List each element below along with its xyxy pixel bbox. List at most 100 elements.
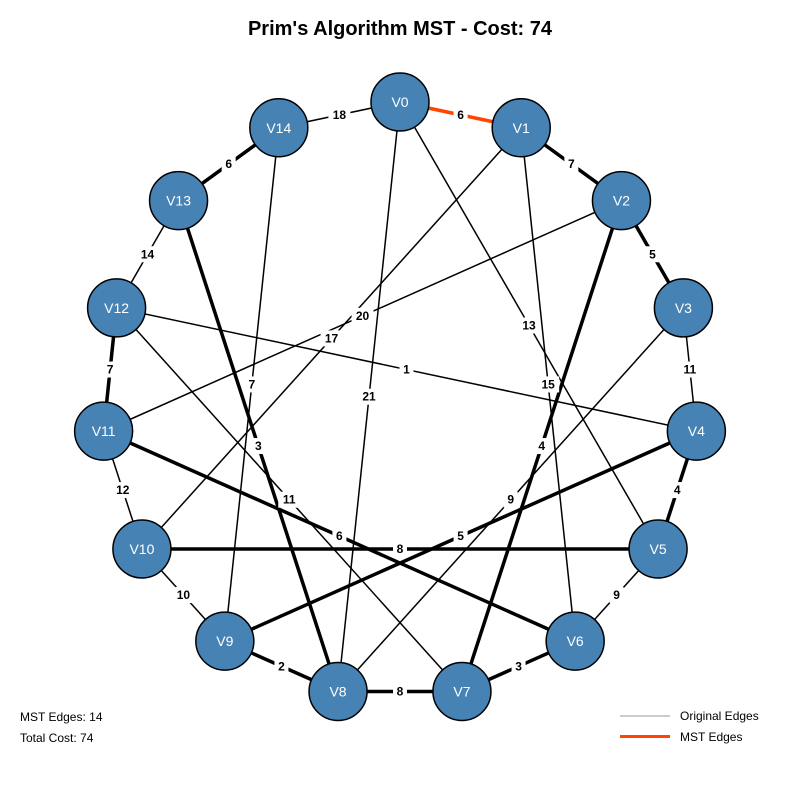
- edge-label-bg: [278, 491, 301, 508]
- node-circle: [148, 170, 209, 231]
- edge-weight-v12-v13: 14: [141, 247, 155, 261]
- node-circle: [432, 661, 492, 722]
- node-circle: [249, 98, 309, 158]
- edge-label-bg: [328, 106, 351, 123]
- node-label: V12: [104, 300, 129, 316]
- node-v6: V6: [545, 611, 605, 671]
- edge-weight-v8-v9: 2: [278, 659, 285, 673]
- edge-weight-v3-v4: 11: [684, 363, 697, 377]
- edge-label-bg: [537, 376, 560, 393]
- node-label: V2: [613, 193, 630, 209]
- mst-edges-count: MST Edges: 14: [20, 710, 103, 724]
- edge-weight-v5-v6: 9: [613, 588, 620, 602]
- node-v0: V0: [370, 72, 430, 132]
- node-circle: [653, 278, 714, 338]
- node-v1: V1: [491, 98, 551, 158]
- edge-label-bg: [172, 587, 195, 604]
- node-v4: V4: [666, 401, 727, 461]
- node-v12: V12: [86, 278, 147, 338]
- node-label: V6: [567, 633, 584, 649]
- edge-weight-v5-v10: 8: [397, 542, 404, 556]
- edge-label-bg: [503, 491, 518, 508]
- edge-label-bg: [351, 307, 374, 324]
- edge-label-bg: [103, 361, 118, 378]
- edge-label-bg: [111, 482, 134, 499]
- edge-label-bg: [393, 683, 407, 700]
- legend-label-original: Original Edges: [680, 708, 759, 723]
- edge-label-bg: [678, 361, 701, 378]
- edge-weight-v3-v8: 9: [507, 493, 514, 507]
- edge-weight-v4-v9: 5: [457, 529, 464, 543]
- edge-weight-v11-v12: 7: [107, 363, 114, 377]
- edge-label-bg: [453, 106, 468, 123]
- edge-label-bg: [609, 587, 624, 604]
- legend-item-mst: MST Edges: [620, 726, 759, 747]
- node-circle: [591, 170, 652, 231]
- legend-item-original: Original Edges: [620, 705, 759, 726]
- edge-label-bg: [251, 438, 266, 455]
- node-v11: V11: [73, 401, 134, 461]
- edge-weight-v13-v14: 6: [225, 157, 232, 171]
- edge-weight-v6-v7: 3: [515, 659, 522, 673]
- node-circle: [308, 661, 368, 722]
- edge-label-bg: [358, 388, 381, 405]
- edge-weight-v4-v5: 4: [674, 483, 681, 497]
- edge-weight-v9-v10: 10: [177, 588, 191, 602]
- node-v2: V2: [591, 170, 652, 231]
- edge-weight-v0-v5: 13: [522, 319, 536, 333]
- stats-panel: MST Edges: 14 Total Cost: 74: [20, 707, 103, 749]
- edge-weight-v2-v11: 20: [356, 309, 370, 323]
- legend-swatch-original: [620, 714, 670, 717]
- node-v9: V9: [195, 611, 255, 671]
- edge-weight-v6-v11: 6: [336, 529, 343, 543]
- node-circle: [73, 401, 134, 461]
- node-label: V0: [391, 94, 408, 110]
- edge-label-bg: [136, 246, 159, 263]
- legend-swatch-mst: [620, 735, 670, 738]
- edge-label-bg: [244, 376, 259, 393]
- node-label: V10: [129, 541, 154, 557]
- edge-weight-v0-v1: 6: [457, 108, 464, 122]
- node-label: V13: [166, 193, 191, 209]
- edge-label-bg: [453, 528, 468, 545]
- edge-weight-v1-v6: 15: [542, 377, 556, 391]
- node-circle: [628, 519, 688, 579]
- edge-label-bg: [399, 361, 414, 378]
- edge-label-bg: [518, 317, 541, 334]
- node-v7: V7: [432, 661, 492, 722]
- node-label: V14: [266, 120, 291, 136]
- edge-label-bg: [511, 658, 526, 675]
- edge-weight-v1-v10: 17: [325, 331, 339, 345]
- node-label: V11: [92, 423, 116, 439]
- edge-weight-v9-v14: 7: [248, 377, 255, 391]
- edge-label-bg: [320, 330, 343, 347]
- node-label: V8: [329, 683, 346, 699]
- chart-title: Prim's Algorithm MST - Cost: 74: [247, 18, 553, 40]
- node-label: V7: [453, 683, 470, 699]
- edge-label-bg: [564, 156, 579, 173]
- total-cost: Total Cost: 74: [20, 731, 94, 745]
- edge-weight-v2-v7: 4: [538, 439, 545, 453]
- edge-weight-v1-v2: 7: [568, 157, 575, 171]
- edge-label-bg: [332, 528, 347, 545]
- edge-label-bg: [393, 541, 407, 557]
- node-circle: [112, 519, 172, 579]
- node-v3: V3: [653, 278, 714, 338]
- edge-label-bg: [221, 156, 236, 173]
- edge-weight-v14-v0: 18: [333, 108, 347, 122]
- node-label: V4: [688, 423, 705, 439]
- node-circle: [491, 98, 551, 158]
- node-circle: [86, 278, 147, 338]
- edge-label-bg: [670, 482, 685, 499]
- edge-weight-v0-v8: 21: [362, 390, 376, 404]
- edge-weight-v2-v3: 5: [649, 247, 656, 261]
- node-label: V9: [216, 633, 233, 649]
- node-circle: [666, 401, 727, 461]
- node-circle: [195, 611, 255, 671]
- node-v8: V8: [308, 661, 368, 722]
- legend-label-mst: MST Edges: [680, 729, 743, 744]
- nodes-layer: V0 V1 V2 V3 V4 V5 V6 V7 V8 V9 V10 V11 V12 V13 V14: [73, 72, 727, 722]
- node-v13: V13: [148, 170, 209, 231]
- edge-label-bg: [534, 438, 549, 455]
